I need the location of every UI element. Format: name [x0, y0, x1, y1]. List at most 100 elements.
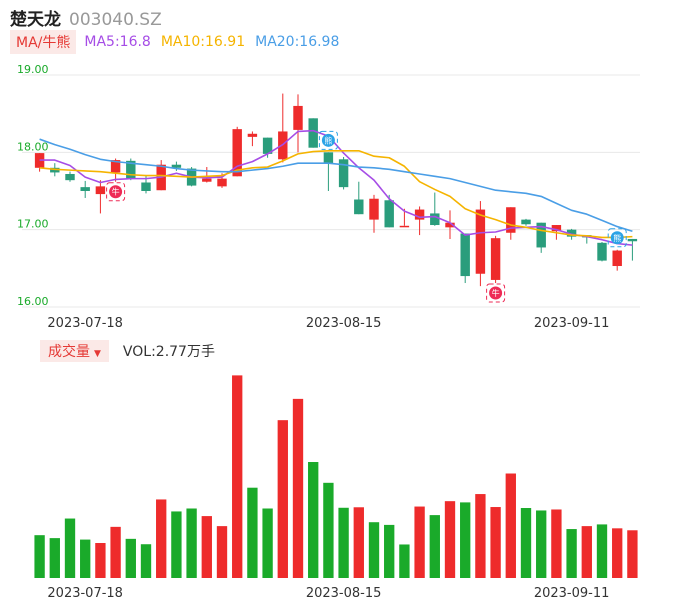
- candle-up: [445, 210, 455, 239]
- bear-signal-icon: 熊: [318, 130, 338, 150]
- volume-bar-up: [201, 516, 212, 578]
- candle-body: [323, 152, 334, 164]
- volume-bar-up: [505, 473, 516, 578]
- volume-bar-down: [171, 511, 182, 578]
- volume-bar-down: [80, 539, 91, 578]
- volume-bar-up: [232, 375, 243, 578]
- volume-bar-up: [581, 526, 592, 578]
- volume-bar-up: [156, 499, 167, 578]
- bear-signal-icon: 熊: [607, 228, 627, 248]
- y-tick-label: 17.00: [17, 218, 49, 231]
- bull-signal-icon: 牛: [486, 283, 506, 303]
- signal-label: 熊: [324, 135, 332, 145]
- volume-bar-up: [353, 507, 364, 578]
- signal-label: 牛: [492, 288, 500, 298]
- candle-body: [95, 186, 106, 195]
- volume-value: VOL:2.77万手: [122, 344, 215, 360]
- volume-bar-down: [460, 502, 471, 578]
- volume-bar-down: [262, 508, 273, 578]
- signal-frame: [486, 283, 506, 303]
- candle-down: [460, 233, 470, 284]
- candle-down: [323, 152, 334, 191]
- candle-up: [202, 167, 212, 183]
- candle-body: [308, 118, 318, 148]
- volume-bar-down: [125, 538, 136, 578]
- candle-up: [506, 207, 516, 240]
- signal-dot: [109, 185, 123, 199]
- candle-body: [430, 213, 440, 226]
- volume-bar-up: [110, 526, 121, 578]
- caret-down-icon: ▼: [94, 349, 101, 359]
- candle-up: [369, 194, 379, 233]
- candle-up: [414, 206, 425, 236]
- candle-down: [80, 180, 90, 198]
- signal-label: 牛: [112, 187, 120, 197]
- x-tick-label: 2023-09-11: [534, 316, 610, 331]
- candle-body: [354, 199, 364, 215]
- volume-bar-down: [536, 510, 547, 578]
- y-tick-label: 16.00: [17, 295, 49, 308]
- volume-indicator-tab[interactable]: 成交量 ▼: [40, 340, 109, 362]
- ma5-legend: MA5:16.8: [84, 34, 151, 50]
- candle-body: [597, 242, 607, 261]
- volume-bar-down: [596, 524, 608, 578]
- volume-bar-down: [140, 544, 152, 578]
- volume-bar-up: [612, 528, 623, 578]
- y-tick-label: 18.00: [17, 140, 49, 153]
- candle-down: [126, 158, 136, 181]
- volume-legend: 成交量 ▼ VOL:2.77万手: [40, 340, 215, 362]
- candle-body: [566, 229, 577, 237]
- candle-down: [627, 238, 638, 261]
- candle-down: [521, 218, 531, 226]
- volume-bar-down: [64, 518, 76, 578]
- volume-bar-down: [399, 544, 410, 578]
- ma20-line: [39, 138, 633, 232]
- candle-down: [308, 118, 318, 148]
- candle-body: [627, 238, 638, 242]
- volume-bar-up: [95, 543, 106, 578]
- candle-up: [293, 94, 303, 153]
- signal-frame: [607, 228, 627, 248]
- candle-up: [490, 235, 501, 284]
- candle-body: [65, 173, 75, 181]
- ma-indicator-tab[interactable]: MA/牛熊: [10, 30, 77, 54]
- volume-bar-up: [490, 507, 501, 578]
- volume-bar-up: [551, 509, 562, 578]
- candle-body: [247, 133, 258, 137]
- volume-tab-label: 成交量: [48, 344, 90, 360]
- signal-frame: [106, 182, 126, 202]
- candle-down: [597, 242, 607, 262]
- signal-label: 熊: [613, 233, 621, 243]
- candle-body: [141, 182, 151, 191]
- volume-bar-down: [368, 522, 380, 578]
- y-tick-label: 19.00: [17, 63, 49, 76]
- x-tick-label: 2023-08-15: [306, 316, 382, 331]
- volume-bar-down: [338, 507, 349, 578]
- volume-bar-down: [186, 508, 197, 578]
- candle-down: [338, 156, 349, 190]
- candle-up: [232, 126, 242, 177]
- volume-bar-down: [384, 524, 395, 578]
- signal-dot: [489, 286, 503, 300]
- volume-bar-down: [34, 535, 45, 578]
- candle-body: [506, 207, 516, 233]
- volume-bar-up: [292, 398, 304, 578]
- ma-legend: MA/牛熊 MA5:16.8 MA10:16.91 MA20:16.98: [10, 30, 349, 54]
- signal-dot: [321, 133, 335, 147]
- candle-body: [414, 209, 425, 220]
- candle-body: [369, 198, 379, 220]
- candle-body: [217, 178, 227, 187]
- ma10-line: [39, 149, 633, 239]
- x-tick-label: 2023-07-18: [47, 316, 123, 331]
- candle-body: [110, 160, 121, 173]
- candle-down: [384, 194, 394, 228]
- volume-bar-up: [277, 420, 288, 578]
- candle-down: [430, 192, 440, 226]
- candle-body: [293, 105, 303, 130]
- candle-body: [475, 209, 486, 274]
- volume-x-tick-label: 2023-08-15: [306, 586, 382, 601]
- candle-up: [95, 180, 106, 214]
- candle-body: [399, 225, 410, 228]
- volume-bar-down: [566, 529, 577, 578]
